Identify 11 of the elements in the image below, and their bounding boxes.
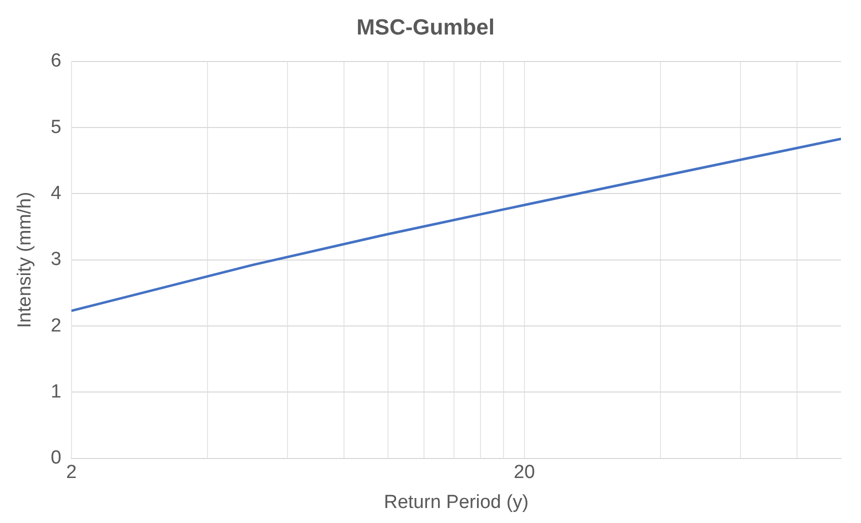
y-tick-label: 5 — [50, 116, 62, 138]
y-tick-label: 4 — [50, 182, 62, 204]
y-tick-label: 2 — [50, 315, 62, 336]
y-tick-label: 1 — [50, 381, 62, 402]
x-axis-title: Return Period (y) — [384, 492, 529, 513]
y-tick-label: 6 — [50, 50, 62, 72]
y-axis-title: Intensity (mm/h) — [14, 192, 36, 328]
y-tick-label: 0 — [50, 448, 62, 469]
x-tick-label: 20 — [514, 462, 535, 484]
y-tick-label: 3 — [50, 249, 62, 270]
chart-title: MSC-Gumbel — [356, 14, 495, 40]
